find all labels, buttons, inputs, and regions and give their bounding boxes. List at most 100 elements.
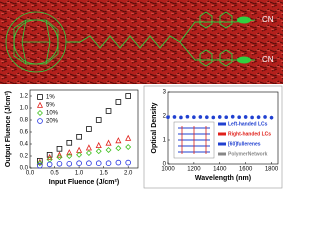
- marker: [166, 115, 170, 119]
- marker: [217, 115, 222, 119]
- marker: [105, 139, 112, 146]
- marker: [66, 153, 73, 159]
- marker: [115, 159, 122, 166]
- figure: CN CN 0.0 0.5 1.0 1.5 2.0 0.0 0.2 0.4 0.6 0.8 1.0 1…: [0, 0, 283, 189]
- marker: [86, 160, 92, 167]
- y-tick-label: 1.2: [20, 94, 29, 100]
- y-tick-label: 2: [163, 114, 167, 120]
- marker: [224, 115, 229, 119]
- marker: [37, 162, 43, 169]
- marker: [125, 144, 132, 150]
- x-tick-label: 1600: [239, 167, 253, 173]
- marker: [76, 160, 82, 167]
- marker: [76, 151, 83, 158]
- marker: [76, 146, 83, 153]
- banner: CN CN: [0, 0, 283, 84]
- marker: [115, 99, 122, 105]
- y-tick-label: 1.0: [20, 106, 29, 112]
- marker: [263, 115, 267, 119]
- marker: [95, 160, 102, 167]
- marker: [66, 161, 73, 167]
- marker: [211, 115, 216, 120]
- legend-marker: [37, 118, 43, 124]
- legend-swatch: [218, 122, 226, 126]
- marker: [256, 115, 261, 119]
- y-tick-label: 0.6: [20, 130, 29, 136]
- x-tick-label: 1.0: [75, 171, 84, 177]
- legend-label: Right-handed LCs: [228, 131, 271, 137]
- legend-label: 10%: [46, 111, 59, 117]
- marker: [56, 145, 63, 152]
- marker: [250, 115, 254, 120]
- x-tick-label: 1800: [265, 167, 279, 173]
- x-axis-label: Input Fluence (J/cm²): [49, 179, 119, 186]
- marker: [56, 161, 63, 167]
- legend-label: 1%: [46, 95, 55, 101]
- marker: [76, 133, 82, 140]
- legend-marker: [37, 94, 43, 100]
- y-tick-label: 0.8: [20, 118, 29, 124]
- y-tick-label: 0.2: [20, 154, 29, 160]
- marker: [125, 159, 131, 166]
- marker: [172, 115, 177, 119]
- y-tick-label: 0.0: [20, 166, 29, 172]
- legend-marker: [37, 110, 43, 116]
- x-axis-label: Wavelength (nm): [195, 175, 251, 182]
- plot-frame: [167, 91, 279, 165]
- y-tick-label: 0: [163, 162, 167, 168]
- marker: [95, 117, 102, 123]
- legend-swatch: [218, 142, 226, 146]
- inset-diagram: [173, 121, 215, 159]
- marker: [198, 115, 203, 119]
- mesogen: [237, 56, 251, 64]
- x-tick-label: 0.5: [50, 171, 59, 177]
- marker: [243, 115, 248, 119]
- marker: [185, 114, 190, 119]
- marker: [56, 151, 63, 158]
- marker: [237, 115, 241, 119]
- marker: [95, 141, 102, 148]
- x-tick-label: 2.0: [124, 171, 133, 177]
- marker: [192, 115, 196, 119]
- marker: [125, 134, 132, 141]
- x-tick-label: 1400: [213, 167, 227, 173]
- marker: [36, 160, 43, 167]
- marker: [115, 145, 122, 152]
- marker: [230, 114, 235, 119]
- marker: [66, 139, 73, 146]
- legend-swatch: [218, 152, 226, 156]
- legend-label: PolymerNetwork: [228, 151, 268, 157]
- mesogen: [237, 16, 251, 24]
- y-tick-label: 3: [163, 90, 167, 96]
- legend-swatch: [218, 132, 226, 136]
- legend-marker: [36, 101, 44, 108]
- x-tick-label: 0.0: [26, 171, 35, 177]
- marker: [86, 126, 92, 132]
- marker: [105, 108, 112, 114]
- y-axis-label: Optical Density: [151, 102, 158, 153]
- marker: [115, 137, 122, 144]
- marker: [85, 144, 92, 151]
- marker: [105, 147, 112, 153]
- x-tick-label: 1000: [161, 167, 175, 173]
- marker: [95, 148, 102, 155]
- y-tick-label: 1: [163, 138, 167, 144]
- legend-label: 5%: [46, 103, 55, 109]
- legend-label: 20%: [46, 119, 59, 125]
- marker: [46, 161, 53, 168]
- y-tick-label: 0.4: [20, 142, 29, 148]
- y-axis-label: Output Fluence (J/cm²): [5, 91, 12, 167]
- marker: [85, 150, 92, 156]
- panel-frame: [143, 85, 283, 189]
- marker: [125, 93, 131, 99]
- marker: [46, 153, 53, 160]
- marker: [105, 160, 112, 167]
- marker: [205, 115, 209, 119]
- banner-label: CN: [262, 55, 274, 64]
- marker: [179, 115, 183, 120]
- legend-label: [60]fullerenes: [228, 141, 261, 147]
- marker: [66, 149, 73, 156]
- marker: [56, 154, 63, 161]
- marker: [269, 115, 274, 120]
- banner-label: CN: [262, 15, 274, 24]
